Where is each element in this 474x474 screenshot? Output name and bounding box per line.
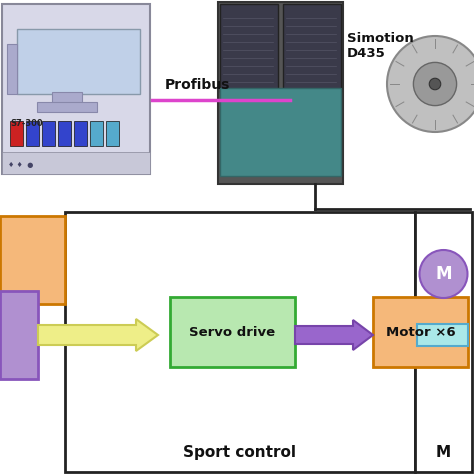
Circle shape — [419, 250, 467, 298]
Bar — [26, 121, 39, 146]
Bar — [17, 29, 140, 94]
Bar — [2, 152, 150, 174]
Bar — [2, 4, 150, 174]
Bar — [90, 121, 103, 146]
Bar — [52, 92, 82, 104]
Bar — [58, 121, 71, 146]
Text: Sport control: Sport control — [183, 445, 297, 460]
FancyArrow shape — [38, 319, 158, 351]
Bar — [220, 88, 341, 176]
Bar — [373, 297, 468, 367]
Bar — [10, 121, 23, 146]
Bar — [7, 44, 17, 94]
Circle shape — [413, 63, 456, 106]
Text: Motor ×6: Motor ×6 — [386, 326, 456, 338]
Text: M: M — [436, 445, 451, 460]
Bar — [170, 297, 295, 367]
Bar — [220, 4, 278, 92]
Bar — [0, 210, 474, 474]
Bar — [106, 121, 119, 146]
Circle shape — [387, 36, 474, 132]
Bar — [283, 4, 341, 92]
Text: Servo drive: Servo drive — [190, 326, 275, 338]
Bar — [37, 102, 97, 112]
Text: Simotion
D435: Simotion D435 — [347, 32, 414, 60]
Bar — [0, 216, 65, 304]
Bar — [417, 324, 468, 346]
Bar — [74, 121, 87, 146]
Bar — [65, 212, 415, 472]
Bar — [42, 121, 55, 146]
Bar — [0, 291, 38, 379]
FancyArrow shape — [295, 320, 373, 350]
Text: ♦ ♦  ●: ♦ ♦ ● — [8, 162, 33, 168]
Text: S7-300: S7-300 — [10, 119, 43, 128]
Bar — [218, 2, 343, 184]
Circle shape — [429, 78, 441, 90]
Text: Profibus: Profibus — [165, 78, 230, 92]
Text: M: M — [435, 265, 452, 283]
Bar — [415, 212, 472, 472]
